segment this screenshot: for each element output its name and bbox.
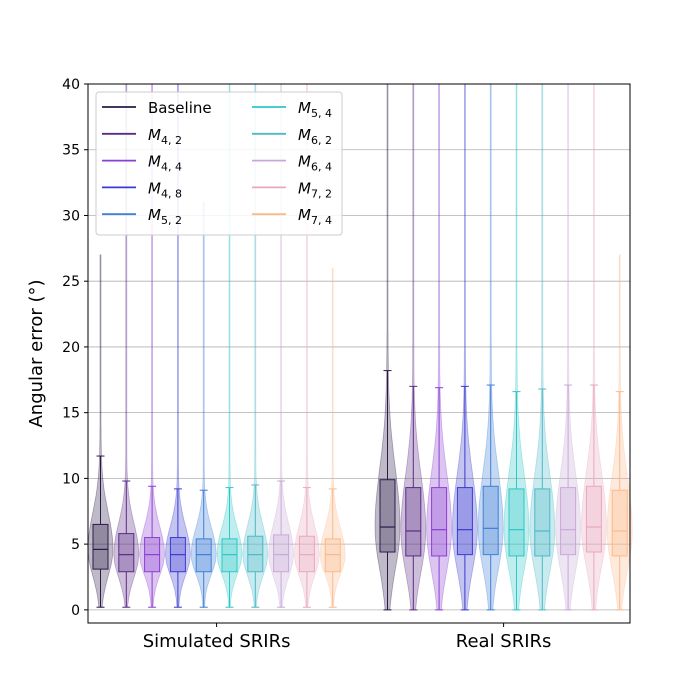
violin-simulated <box>319 267 346 608</box>
box-real <box>482 485 499 556</box>
y-tick-label: 30 <box>62 208 80 224</box>
legend-label: M7, 4 <box>298 206 332 227</box>
legend-label: M4, 2 <box>148 126 182 147</box>
legend-label: M4, 8 <box>148 179 182 200</box>
legend-label: M5, 2 <box>148 206 182 227</box>
y-tick-label: 0 <box>71 603 80 619</box>
legend-box <box>95 91 343 236</box>
box-real <box>534 488 551 557</box>
box-layer <box>92 370 628 611</box>
axis-ticks: 0 5 10 15 20 25 30 35 40 Simulated SRIRs Real SRIR… <box>62 77 551 652</box>
box-real <box>560 487 577 556</box>
y-tick-label: 10 <box>62 471 80 487</box>
y-tick-label: 25 <box>62 274 80 290</box>
x-group-label: Real SRIRs <box>456 631 552 652</box>
box-simulated <box>221 538 238 573</box>
violin-simulated <box>87 254 114 608</box>
box-real <box>611 489 628 557</box>
box-simulated <box>247 535 264 573</box>
legend-label: M4, 4 <box>148 153 182 174</box>
y-tick-label: 40 <box>62 77 80 93</box>
box-simulated <box>195 538 212 573</box>
box-real <box>431 487 448 557</box>
box-simulated <box>324 538 341 573</box>
y-tick-label: 5 <box>71 537 80 553</box>
x-group-label: Simulated SRIRs <box>143 631 291 652</box>
y-tick-label: 20 <box>62 340 80 356</box>
legend-label: M6, 4 <box>298 153 332 174</box>
box-real <box>456 487 473 556</box>
box-real <box>508 488 525 557</box>
box-simulated <box>92 523 109 570</box>
plot-area-frame <box>87 83 631 624</box>
box-simulated <box>298 535 315 573</box>
legend: Baseline M4, 2 M4, 4 M4, 8 M5, 2 M5, 4 M6, 2 M6… <box>95 91 343 236</box>
legend-label: M7, 2 <box>298 179 332 200</box>
legend-label: Baseline <box>148 99 212 117</box>
y-tick-label: 35 <box>62 143 80 159</box>
box-real <box>405 487 422 557</box>
box-real <box>379 479 396 553</box>
box-real <box>585 485 602 553</box>
box-simulated <box>118 533 135 573</box>
box-simulated <box>273 534 290 573</box>
y-tick-label: 15 <box>62 406 80 422</box>
y-axis-label: Angular error (°) <box>26 279 47 427</box>
legend-label: M6, 2 <box>298 126 332 147</box>
legend-label: M5, 4 <box>298 99 332 120</box>
